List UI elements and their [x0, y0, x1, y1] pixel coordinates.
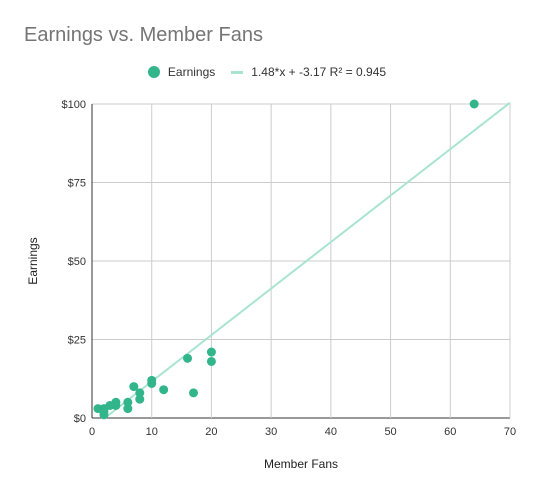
legend-item-trendline[interactable]: 1.48*x + -3.17 R² = 0.945 — [231, 65, 386, 79]
legend-label-earnings: Earnings — [167, 65, 216, 79]
y-tick-label: $100 — [62, 99, 86, 111]
data-point — [135, 388, 145, 398]
x-tick-label: 60 — [444, 426, 456, 438]
data-points — [93, 99, 479, 420]
y-axis-title: Earnings — [26, 237, 40, 284]
data-point — [206, 356, 216, 366]
legend-item-earnings[interactable]: Earnings — [147, 65, 216, 79]
data-point — [99, 410, 109, 420]
y-tick-label: $0 — [74, 413, 86, 425]
gridlines — [91, 103, 511, 419]
data-point — [189, 388, 199, 398]
x-tick-label: 50 — [384, 426, 396, 438]
data-point — [183, 353, 193, 363]
x-tick-label: 20 — [205, 426, 217, 438]
x-tick-label: 70 — [504, 426, 516, 438]
trendline-layer — [104, 101, 511, 419]
data-point — [206, 347, 216, 357]
data-point — [135, 394, 145, 404]
data-point — [111, 397, 121, 407]
x-axis-title: Member Fans — [264, 457, 338, 471]
trendline — [104, 101, 511, 419]
data-point — [469, 99, 479, 109]
y-tick-label: $75 — [68, 178, 86, 190]
x-tick-label: 10 — [146, 426, 158, 438]
legend-label-trendline: 1.48*x + -3.17 R² = 0.945 — [251, 65, 387, 79]
data-point — [123, 397, 133, 407]
legend-marker-earnings — [147, 66, 160, 78]
x-tick-label: 0 — [89, 426, 95, 438]
y-tick-label: $25 — [68, 335, 86, 347]
legend: Earnings 1.48*x + -3.17 R² = 0.945 — [0, 62, 534, 82]
data-point — [159, 385, 169, 395]
data-point — [147, 375, 157, 385]
y-tick-labels: $0 $25 $50 $75 $100 — [62, 99, 86, 425]
data-point — [129, 382, 139, 392]
chart-title: Earnings vs. Member Fans — [24, 24, 263, 46]
x-tick-label: 30 — [265, 426, 277, 438]
x-tick-label: 40 — [325, 426, 337, 438]
y-tick-label: $50 — [68, 256, 86, 268]
data-point — [123, 404, 133, 414]
legend-marker-trendline — [231, 70, 244, 74]
x-tick-labels: 0 10 20 30 40 50 60 70 — [89, 426, 516, 438]
